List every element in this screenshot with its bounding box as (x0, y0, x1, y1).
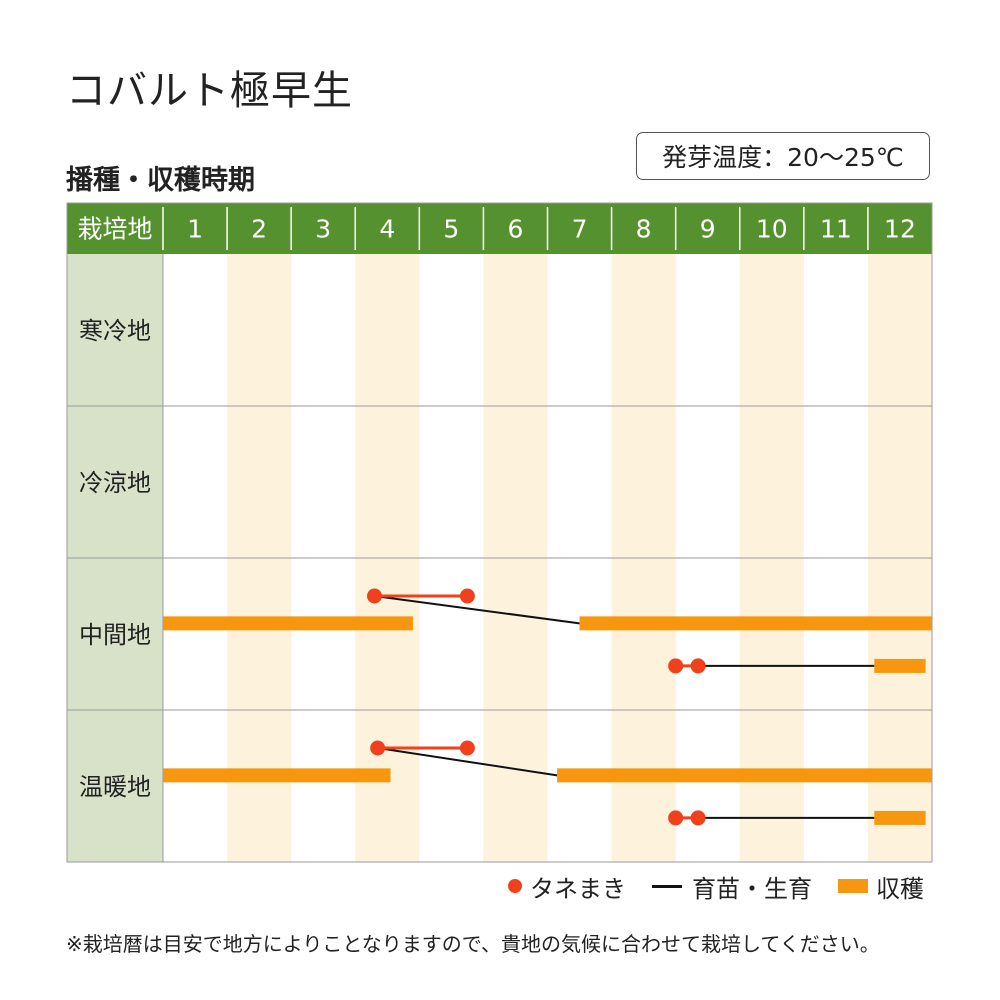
germination-temp-badge: 発芽温度：20〜25℃ (636, 132, 930, 180)
legend-label-sowing: タネまき (530, 874, 626, 903)
chart-subtitle: 播種・収穫時期 (66, 165, 255, 196)
footnote: ※栽培暦は目安で地方によりことなりますので、貴地の気候に合わせて栽培してください… (66, 932, 880, 956)
legend-item-sowing: タネまき (508, 869, 626, 904)
harvest-bar (163, 616, 413, 631)
legend-item-growing: 育苗・生育 (652, 869, 812, 904)
harvest-bar (579, 616, 932, 631)
growing-line (377, 747, 558, 777)
legend: タネまき 育苗・生育 収穫 (508, 868, 924, 904)
region-label: 寒冷地 (79, 317, 151, 345)
month-label-6: 6 (508, 215, 524, 244)
sowing-end-dot (690, 658, 706, 674)
region-label: 中間地 (79, 621, 151, 649)
germination-temp-text: 発芽温度：20〜25℃ (662, 143, 904, 172)
table-border (66, 202, 933, 863)
growing-line (374, 595, 580, 625)
month-label-3: 3 (315, 215, 331, 244)
harvest-bar-icon (838, 879, 868, 893)
month-label-10: 10 (756, 215, 788, 244)
month-label-2: 2 (251, 215, 267, 244)
legend-label-harvest: 収穫 (876, 874, 924, 903)
harvest-bar (163, 768, 391, 783)
sowing-end-dot (459, 588, 475, 604)
page-title: コバルト極早生 (66, 68, 353, 114)
sowing-start-dot (366, 588, 382, 604)
month-label-7: 7 (572, 215, 588, 244)
month-label-11: 11 (820, 215, 852, 244)
sowing-end-dot (459, 740, 475, 756)
sowing-start-dot (668, 810, 684, 826)
legend-label-growing: 育苗・生育 (692, 874, 812, 903)
region-label: 温暖地 (79, 773, 151, 801)
sowing-end-dot (690, 810, 706, 826)
sowing-start-dot (668, 658, 684, 674)
legend-item-harvest: 収穫 (838, 869, 924, 904)
month-label-1: 1 (187, 215, 203, 244)
marks-layer (163, 588, 932, 826)
region-label: 冷涼地 (79, 469, 151, 497)
header-row (67, 203, 932, 254)
month-label-8: 8 (636, 215, 652, 244)
month-label-4: 4 (379, 215, 395, 244)
harvest-bar (874, 658, 926, 673)
harvest-bar (874, 810, 926, 825)
month-label-9: 9 (700, 215, 716, 244)
month-label-12: 12 (884, 215, 916, 244)
harvest-bar (557, 768, 932, 783)
sowing-dot-icon (508, 879, 522, 893)
header-label: 栽培地 (77, 215, 152, 244)
growing-line-icon (652, 884, 682, 888)
sowing-start-dot (370, 740, 386, 756)
month-label-5: 5 (443, 215, 459, 244)
